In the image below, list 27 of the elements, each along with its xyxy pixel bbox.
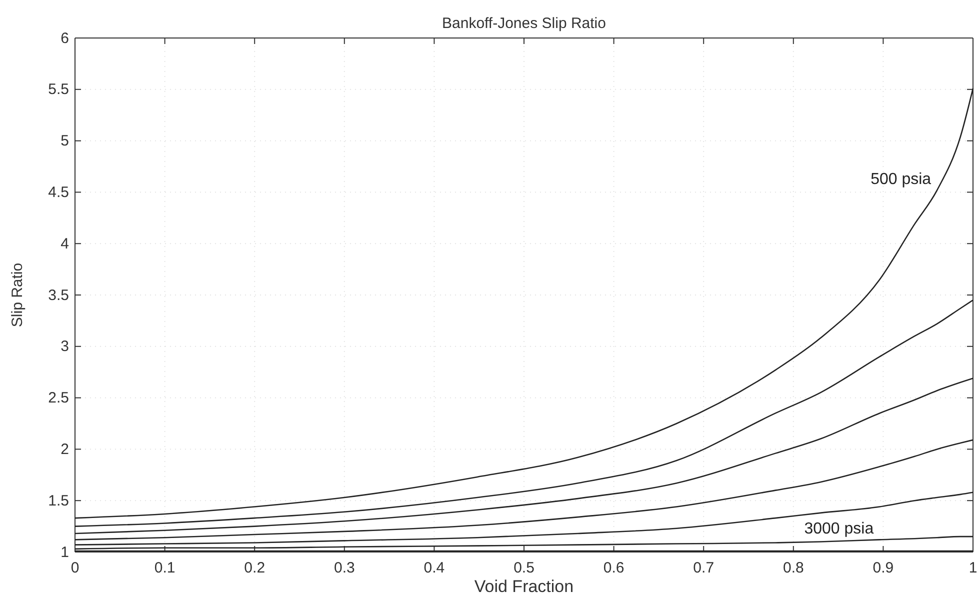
- y-tick-label: 6: [60, 30, 69, 47]
- y-tick-label: 3: [60, 338, 69, 356]
- y-tick-label: 3.5: [48, 286, 69, 304]
- y-tick-label: 4.5: [48, 184, 69, 201]
- x-tick-label: 0.1: [154, 560, 176, 577]
- chart-title: Bankoff-Jones Slip Ratio: [442, 15, 606, 32]
- x-tick-label: 0.5: [514, 560, 534, 577]
- x-tick-label: 0.7: [693, 560, 714, 577]
- x-tick-label: 0.6: [603, 560, 624, 577]
- y-tick-label: 4: [60, 235, 69, 252]
- x-axis-title: Void Fraction: [474, 577, 574, 596]
- x-tick-label: 0.4: [424, 560, 445, 577]
- x-tick-label: 0.2: [244, 560, 266, 577]
- series-label: 500 psia: [870, 171, 932, 188]
- x-tick-label: 0.3: [334, 560, 355, 577]
- x-tick-label: 0.9: [872, 560, 894, 577]
- y-tick-label: 5: [60, 132, 69, 150]
- y-tick-label: 5.5: [48, 81, 69, 98]
- x-tick-label: 0: [70, 560, 80, 577]
- x-tick-label: 1: [968, 560, 978, 577]
- y-tick-label: 1: [60, 544, 69, 561]
- y-tick-label: 1.5: [48, 492, 69, 510]
- y-axis-title: Slip Ratio: [9, 262, 26, 328]
- series-label: 3000 psia: [804, 520, 874, 538]
- x-tick-label: 0.8: [782, 560, 804, 577]
- y-tick-label: 2: [60, 441, 69, 458]
- y-tick-label: 2.5: [48, 390, 69, 407]
